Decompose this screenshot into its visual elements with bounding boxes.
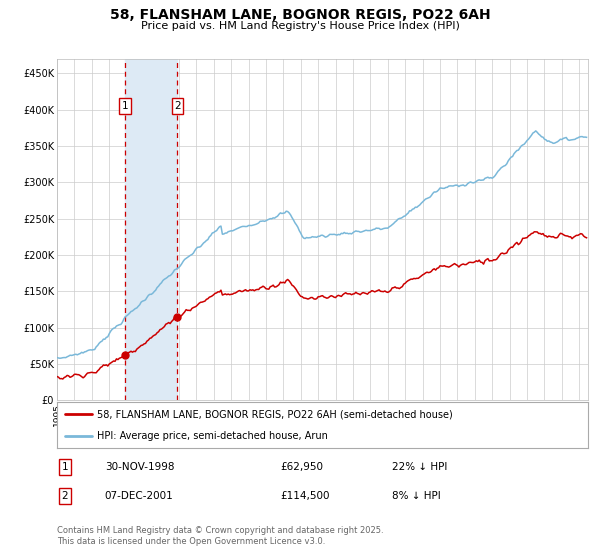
Text: 22% ↓ HPI: 22% ↓ HPI [392, 462, 447, 472]
Text: 2: 2 [62, 491, 68, 501]
Text: 58, FLANSHAM LANE, BOGNOR REGIS, PO22 6AH: 58, FLANSHAM LANE, BOGNOR REGIS, PO22 6A… [110, 8, 490, 22]
Text: 1: 1 [122, 101, 128, 111]
Text: Contains HM Land Registry data © Crown copyright and database right 2025.
This d: Contains HM Land Registry data © Crown c… [57, 526, 383, 546]
Text: 58, FLANSHAM LANE, BOGNOR REGIS, PO22 6AH (semi-detached house): 58, FLANSHAM LANE, BOGNOR REGIS, PO22 6A… [97, 409, 452, 419]
Text: 2: 2 [174, 101, 181, 111]
Text: HPI: Average price, semi-detached house, Arun: HPI: Average price, semi-detached house,… [97, 431, 328, 441]
Bar [125, 59, 178, 400]
Text: £62,950: £62,950 [280, 462, 323, 472]
Text: Price paid vs. HM Land Registry's House Price Index (HPI): Price paid vs. HM Land Registry's House … [140, 21, 460, 31]
Text: 07-DEC-2001: 07-DEC-2001 [105, 491, 173, 501]
Text: £114,500: £114,500 [280, 491, 329, 501]
Text: 8% ↓ HPI: 8% ↓ HPI [392, 491, 440, 501]
Text: 1: 1 [62, 462, 68, 472]
Text: 30-NOV-1998: 30-NOV-1998 [105, 462, 174, 472]
